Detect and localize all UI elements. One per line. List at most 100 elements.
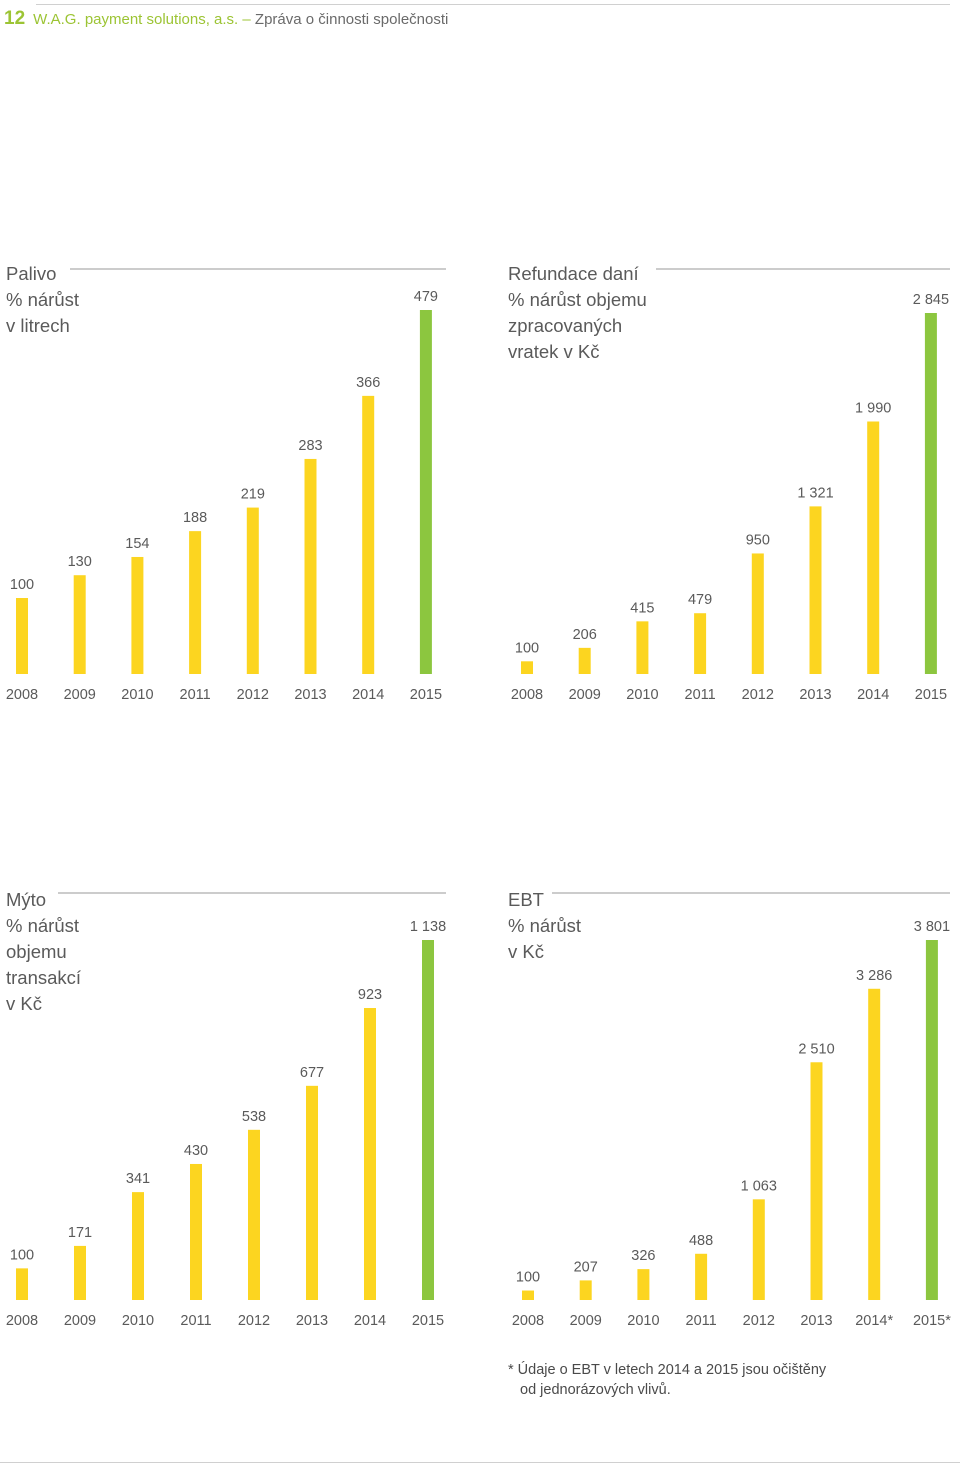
value-label: 171 — [68, 1225, 92, 1241]
year-label: 2011 — [686, 1313, 717, 1329]
value-label: 366 — [356, 375, 380, 391]
bar-2012 — [246, 507, 259, 674]
value-label: 3 801 — [914, 919, 950, 935]
value-label: 2 845 — [913, 292, 949, 308]
value-label: 1 063 — [741, 1178, 777, 1194]
value-label: 100 — [515, 640, 539, 656]
bar-2013 — [306, 1085, 318, 1300]
value-label: 538 — [242, 1109, 266, 1125]
year-label: 2013 — [799, 687, 831, 703]
chart-title-line: transakcí — [6, 967, 82, 988]
year-label: 2013 — [800, 1313, 832, 1329]
year-label: 2012 — [237, 687, 269, 703]
bar-2015 — [422, 940, 434, 1300]
value-label: 923 — [358, 987, 382, 1003]
year-label: 2015* — [913, 1313, 951, 1329]
value-label: 188 — [183, 510, 207, 526]
year-label: 2012 — [743, 1313, 775, 1329]
year-label: 2008 — [6, 687, 38, 703]
value-label: 479 — [414, 289, 438, 305]
bar-2011 — [694, 613, 707, 674]
bar-2015 — [924, 313, 937, 674]
year-label: 2009 — [64, 1313, 96, 1329]
year-label: 2008 — [511, 687, 543, 703]
value-label: 326 — [631, 1248, 655, 1264]
year-label: 2014 — [352, 687, 384, 703]
value-label: 341 — [126, 1171, 150, 1187]
year-label: 2012 — [742, 687, 774, 703]
bar-2008 — [522, 1290, 534, 1300]
year-label: 2008 — [6, 1313, 38, 1329]
value-label: 1 138 — [410, 919, 446, 935]
year-label: 2010 — [122, 1313, 154, 1329]
value-label: 488 — [689, 1233, 713, 1249]
year-label: 2010 — [121, 687, 153, 703]
bar-2011 — [189, 531, 202, 674]
value-label: 677 — [300, 1065, 324, 1081]
chart-title-line: Mýto — [6, 889, 46, 910]
bar-2011 — [190, 1163, 202, 1300]
bar-2014 — [868, 988, 881, 1300]
bar-2011 — [695, 1253, 708, 1300]
year-label: 2013 — [296, 1313, 328, 1329]
year-label: 2015 — [412, 1313, 444, 1329]
chart-title-line: v Kč — [6, 993, 42, 1014]
bottom-rule — [0, 1462, 960, 1463]
value-label: 100 — [10, 1247, 34, 1263]
bar-2009 — [74, 1245, 86, 1300]
bar-2013 — [809, 506, 822, 674]
page-number: 12 — [4, 8, 26, 29]
footnote-line-2: od jednorázových vlivů. — [520, 1382, 671, 1398]
chart-title-line: objemu — [6, 941, 67, 962]
year-label: 2015 — [410, 687, 442, 703]
chart-title-line: % nárůst objemu — [508, 289, 647, 310]
bar-2015 — [419, 310, 432, 674]
footnote: * Údaje o EBT v letech 2014 a 2015 jsou … — [508, 1360, 948, 1400]
value-label: 479 — [688, 592, 712, 608]
year-label: 2009 — [64, 687, 96, 703]
report-title: Zpráva o činnosti společnosti — [254, 11, 449, 28]
bar-2010 — [132, 1192, 144, 1300]
chart-title-line: Refundace daní — [508, 263, 639, 284]
value-label: 219 — [241, 487, 265, 503]
header-dash: – — [242, 11, 251, 28]
bar-2008 — [16, 598, 28, 674]
chart-title-line: % nárůst — [6, 289, 79, 310]
bar-2012 — [751, 553, 764, 674]
bar-2012 — [248, 1129, 260, 1300]
chart-title-line: vratek v Kč — [508, 341, 600, 362]
bar-2013 — [810, 1062, 823, 1300]
chart-title-line: zpracovaných — [508, 315, 622, 336]
year-label: 2015 — [915, 687, 947, 703]
top-rule — [36, 4, 950, 5]
year-label: 2008 — [512, 1313, 544, 1329]
chart-title-line: % nárůst — [6, 915, 79, 936]
value-label: 154 — [125, 536, 149, 552]
year-label: 2009 — [569, 687, 601, 703]
year-label: 2011 — [180, 687, 211, 703]
value-label: 415 — [630, 600, 654, 616]
value-label: 100 — [516, 1270, 540, 1286]
bar-2014 — [867, 421, 880, 674]
year-label: 2014 — [354, 1313, 386, 1329]
year-label: 2011 — [685, 687, 716, 703]
value-label: 283 — [298, 438, 322, 454]
bar-2009 — [73, 575, 86, 674]
page-header: 12 W.A.G. payment solutions, a.s. – Zpráv… — [4, 8, 448, 34]
bar-2012 — [752, 1199, 765, 1300]
bar-2008 — [16, 1268, 28, 1300]
footnote-line-1: * Údaje o EBT v letech 2014 a 2015 jsou … — [508, 1362, 827, 1378]
year-label: 2014 — [857, 687, 889, 703]
year-label: 2009 — [570, 1313, 602, 1329]
value-label: 207 — [574, 1259, 598, 1275]
chart-title-line: v Kč — [508, 941, 544, 962]
value-label: 206 — [573, 627, 597, 643]
year-label: 2011 — [180, 1313, 211, 1329]
year-label: 2012 — [238, 1313, 270, 1329]
value-label: 3 286 — [856, 968, 892, 984]
bar-2010 — [636, 621, 649, 674]
year-label: 2013 — [294, 687, 326, 703]
